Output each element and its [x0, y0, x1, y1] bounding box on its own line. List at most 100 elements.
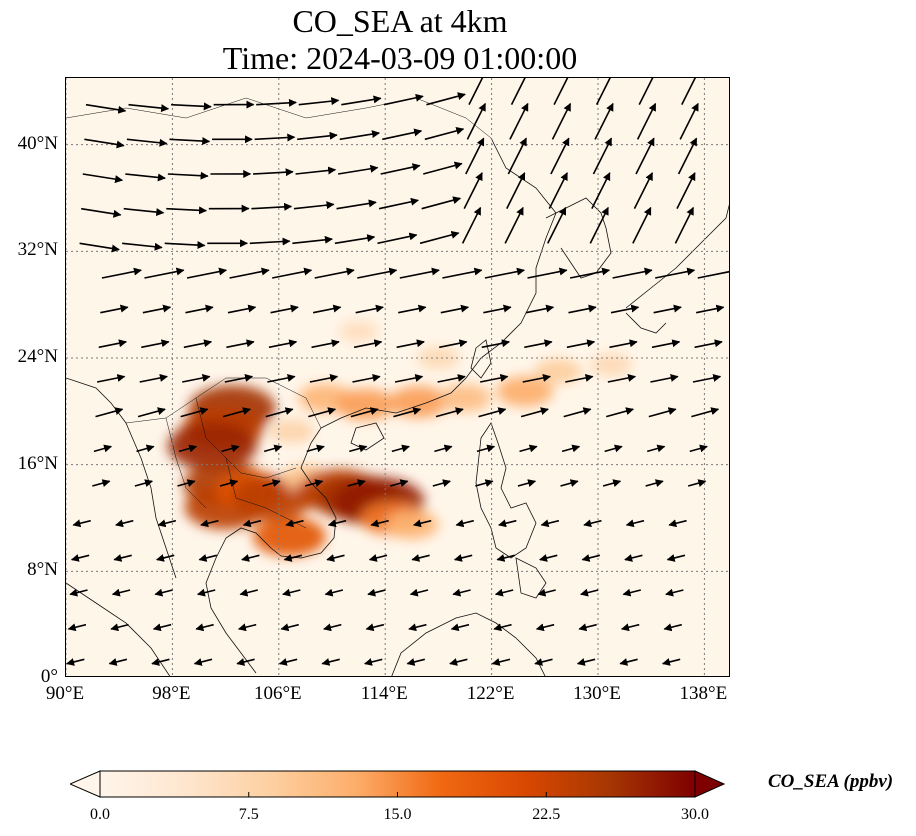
wind-arrow [452, 588, 471, 597]
wind-arrow [620, 623, 640, 632]
lon-tick-label: 106°E [253, 683, 302, 704]
wind-arrow [393, 407, 422, 418]
colorbar-extend-min [70, 770, 101, 798]
wind-arrow [81, 207, 122, 218]
wind-arrow [309, 373, 339, 383]
wind-arrow [494, 588, 514, 597]
wind-arrow [483, 304, 512, 314]
wind-arrow [295, 166, 337, 175]
wind-arrow [625, 519, 645, 528]
wind-arrow [583, 519, 602, 528]
wind-arrow [108, 658, 128, 666]
wind-arrow [506, 172, 526, 210]
wind-arrow [412, 519, 432, 528]
wind-arrow [480, 373, 509, 383]
wind-arrow [282, 588, 301, 597]
wind-arrow [408, 623, 427, 632]
wind-arrow [219, 479, 239, 487]
wind-arrow [115, 519, 134, 528]
co-concentration-field [167, 320, 633, 557]
wind-arrow [666, 554, 686, 562]
wind-arrow [96, 373, 126, 383]
wind-arrow [323, 623, 342, 632]
chart-subtitle: Time: 2024-03-09 01:00:00 [222, 40, 578, 76]
wind-arrow [352, 373, 381, 383]
wind-arrow [491, 658, 511, 666]
wind-arrow [535, 623, 555, 632]
wind-arrow [391, 444, 410, 453]
wind-arrow [453, 554, 473, 562]
wind-arrow [394, 373, 424, 383]
wind-arrow [440, 304, 470, 314]
wind-arrow [314, 267, 355, 279]
wind-arrow [157, 519, 177, 528]
wind-arrow [455, 519, 474, 528]
wind-arrow [229, 267, 270, 279]
wind-arrow [195, 623, 214, 632]
wind-arrow [128, 103, 170, 113]
wind-arrow [694, 339, 723, 349]
wind-arrow [406, 658, 426, 666]
wind-arrow [177, 479, 196, 487]
wind-arrow [142, 304, 172, 314]
wind-arrow [442, 267, 483, 279]
wind-arrow [152, 623, 172, 632]
wind-arrow [676, 172, 696, 210]
lat-tick-label: 32°N [17, 239, 58, 261]
wind-arrow [293, 201, 335, 210]
wind-arrow [239, 588, 258, 597]
wind-arrow [365, 623, 385, 632]
wind-arrow [602, 479, 622, 487]
lat-tick-label: 0° [40, 666, 58, 687]
wind-arrow [268, 339, 298, 349]
wind-arrow [589, 206, 609, 244]
wind-arrow [193, 658, 213, 666]
wind-arrow [251, 202, 293, 211]
wind-arrow [306, 444, 325, 453]
wind-arrow [668, 519, 687, 528]
wind-arrow [519, 444, 538, 453]
wind-arrow [123, 207, 165, 217]
wind-arrow [434, 444, 453, 453]
wind-arrow [134, 479, 154, 487]
wind-arrow [69, 588, 88, 597]
wind-arrow [607, 373, 637, 383]
wind-arrow [504, 206, 524, 244]
wind-arrow [411, 554, 430, 562]
colorbar-tick-label: 0.0 [90, 806, 110, 823]
wind-arrow [84, 138, 125, 149]
wind-arrow [111, 588, 131, 597]
wind-arrow [308, 407, 337, 418]
wind-arrow [632, 206, 652, 244]
wind-arrow [619, 658, 638, 666]
wind-arrow [327, 519, 347, 528]
wind-arrow [421, 196, 462, 210]
wind-arrow [461, 206, 482, 244]
wind-arrow [242, 519, 262, 528]
colorbar-label: CO_SEA (ppbv) [768, 771, 894, 792]
wind-arrow [185, 304, 214, 314]
wind-arrow [383, 93, 424, 106]
colorbar-tick-label: 30.0 [681, 806, 709, 823]
wind-arrow [409, 588, 429, 597]
wind-arrow [566, 339, 596, 349]
wind-arrow [167, 171, 209, 180]
wind-arrow [270, 304, 299, 314]
coastlines [66, 97, 729, 676]
wind-arrow [357, 267, 398, 279]
chart-title: CO_SEA at 4km [292, 3, 508, 39]
wind-arrow [651, 339, 681, 349]
wind-arrow [478, 407, 507, 418]
wind-arrow [183, 339, 213, 349]
wind-arrow [419, 230, 460, 245]
lon-tick-label: 138°E [679, 683, 728, 704]
wind-arrow [507, 137, 527, 175]
wind-arrow [689, 444, 708, 453]
wind-arrow [326, 554, 345, 562]
wind-arrow [548, 172, 568, 210]
wind-arrow [484, 267, 525, 279]
colorbar-extend-max [694, 770, 725, 798]
wind-arrow [595, 78, 611, 106]
wind-arrow [79, 242, 120, 253]
wind-arrow [324, 588, 344, 597]
